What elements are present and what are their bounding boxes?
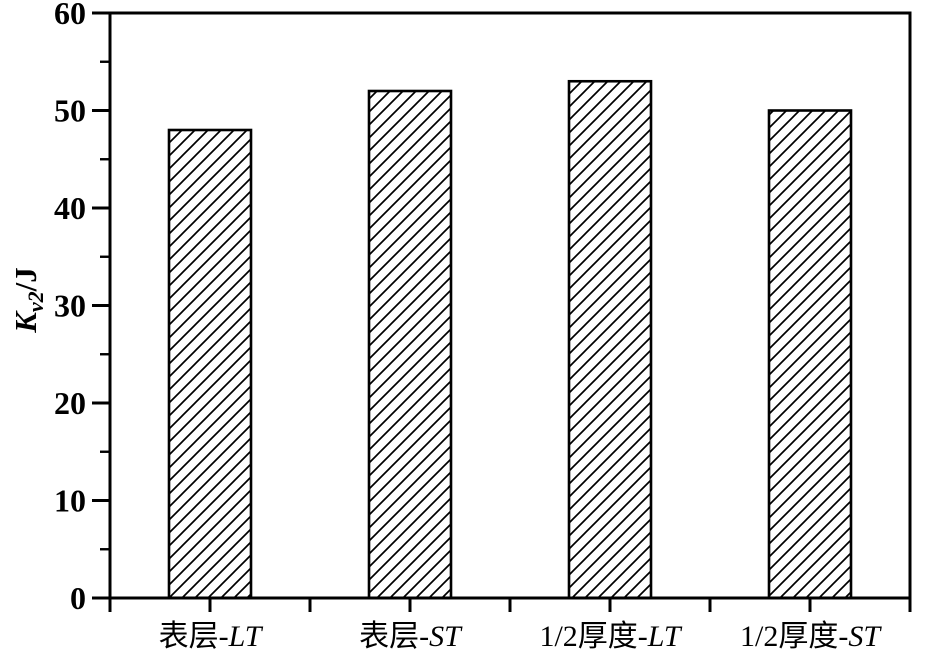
y-tick-label: 30 bbox=[54, 288, 86, 324]
y-axis-label: Kv2/J bbox=[8, 267, 48, 334]
y-tick-label: 10 bbox=[54, 483, 86, 519]
x-category-label: 表层-ST bbox=[359, 620, 463, 653]
x-axis-group bbox=[108, 598, 912, 612]
axis-labels-group: 表层-LT 表层-ST 1/2厚度-LT 1/2厚度-ST Kv2/J bbox=[8, 267, 882, 653]
x-category-label: 1/2厚度-LT bbox=[539, 620, 682, 653]
y-tick-label: 50 bbox=[54, 93, 86, 129]
bar-4 bbox=[767, 109, 853, 600]
bar-3 bbox=[567, 79, 653, 600]
y-tick-label: 20 bbox=[54, 385, 86, 421]
bar-2 bbox=[367, 89, 453, 600]
y-tick-label: 40 bbox=[54, 190, 86, 226]
y-axis-group: 0 10 20 30 40 50 60 bbox=[54, 0, 110, 616]
bars-group bbox=[167, 79, 853, 600]
x-category-label: 1/2厚度-ST bbox=[740, 620, 882, 653]
x-category-label: 表层-LT bbox=[159, 620, 264, 653]
bar-1 bbox=[167, 128, 253, 600]
y-tick-label: 0 bbox=[70, 580, 86, 616]
y-tick-label: 60 bbox=[54, 0, 86, 31]
